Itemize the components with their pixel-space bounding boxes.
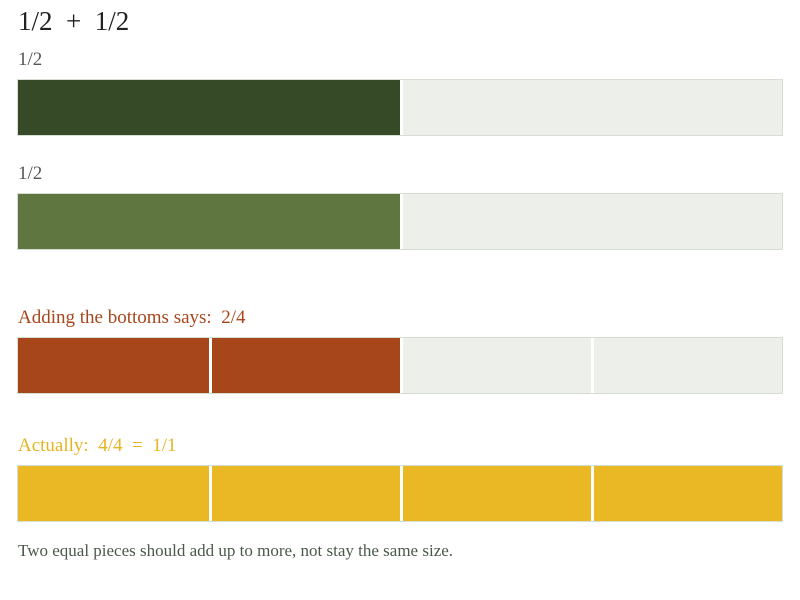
filled-piece xyxy=(209,338,400,393)
empty-piece xyxy=(400,194,782,249)
fraction-bar-correct-sum xyxy=(17,465,783,522)
filled-piece xyxy=(400,466,591,521)
row-2-label: 1/2 xyxy=(18,163,43,184)
correct-sum-label: Actually: 4/4 = 1/1 xyxy=(18,435,177,456)
filled-piece xyxy=(18,80,400,135)
fraction-bar-half-first xyxy=(17,79,783,136)
fraction-bar-wrong-sum xyxy=(17,337,783,394)
filled-piece xyxy=(18,194,400,249)
equation-title: 1/2 + 1/2 xyxy=(18,6,130,36)
empty-piece xyxy=(400,80,782,135)
wrong-sum-label: Adding the bottoms says: 2/4 xyxy=(18,307,246,328)
filled-piece xyxy=(209,466,400,521)
filled-piece xyxy=(591,466,782,521)
empty-piece xyxy=(591,338,782,393)
row-1-label: 1/2 xyxy=(18,49,43,70)
explanation-note: Two equal pieces should add up to more, … xyxy=(18,541,454,560)
filled-piece xyxy=(18,338,209,393)
empty-piece xyxy=(400,338,591,393)
fraction-bar-half-second xyxy=(17,193,783,250)
filled-piece xyxy=(18,466,209,521)
